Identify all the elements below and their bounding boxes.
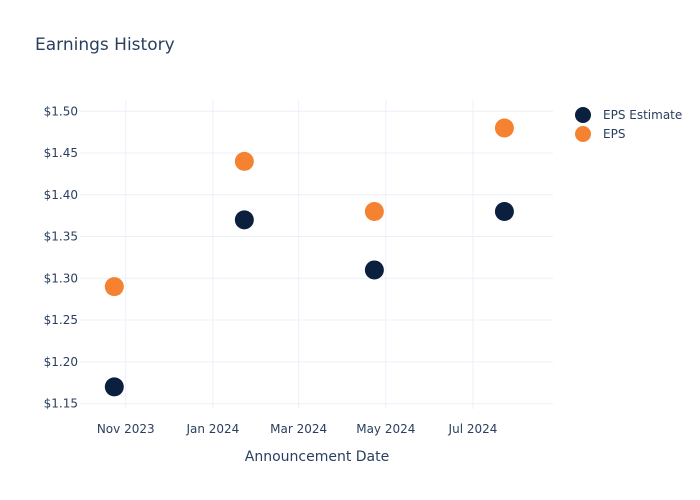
y-tick-label: $1.15 — [44, 397, 78, 411]
legend-item-eps-estimate[interactable]: EPS Estimate — [575, 107, 682, 123]
legend-marker — [575, 107, 591, 123]
y-tick-label: $1.35 — [44, 230, 78, 244]
y-tick-label: $1.45 — [44, 146, 78, 160]
legend-item-eps[interactable]: EPS — [575, 126, 625, 142]
x-tick-label: May 2024 — [356, 422, 415, 436]
x-axis-label: Announcement Date — [245, 449, 389, 465]
y-tick-label: $1.25 — [44, 313, 78, 327]
legend-marker — [575, 126, 591, 142]
point-eps-estimate[interactable] — [234, 210, 254, 230]
legend-label: EPS Estimate — [603, 108, 682, 122]
x-axis-ticks: Nov 2023 Jan 2024 Mar 2024 May 2024 Jul 2024 — [97, 422, 498, 436]
x-tick-label: Jul 2024 — [448, 422, 498, 436]
point-eps[interactable] — [494, 118, 514, 138]
y-tick-label: $1.40 — [44, 188, 78, 202]
y-tick-label: $1.50 — [44, 104, 78, 118]
x-tick-label: Nov 2023 — [97, 422, 155, 436]
chart-title: Earnings History — [35, 35, 175, 55]
x-tick-label: Mar 2024 — [270, 422, 327, 436]
y-tick-label: $1.20 — [44, 355, 78, 369]
point-eps-estimate[interactable] — [104, 377, 124, 397]
point-eps[interactable] — [104, 277, 124, 297]
y-tick-label: $1.30 — [44, 271, 78, 285]
point-eps-estimate[interactable] — [494, 201, 514, 221]
legend[interactable]: EPS Estimate EPS — [575, 107, 682, 142]
point-eps[interactable] — [234, 151, 254, 171]
grid — [80, 100, 553, 409]
legend-label: EPS — [603, 127, 625, 141]
x-tick-label: Jan 2024 — [185, 422, 239, 436]
point-eps-estimate[interactable] — [364, 260, 384, 280]
point-eps[interactable] — [364, 201, 384, 221]
data-points — [104, 118, 514, 397]
y-axis-ticks: $1.15 $1.20 $1.25 $1.30 $1.35 $1.40 $1.45 $1.50 — [44, 104, 78, 410]
